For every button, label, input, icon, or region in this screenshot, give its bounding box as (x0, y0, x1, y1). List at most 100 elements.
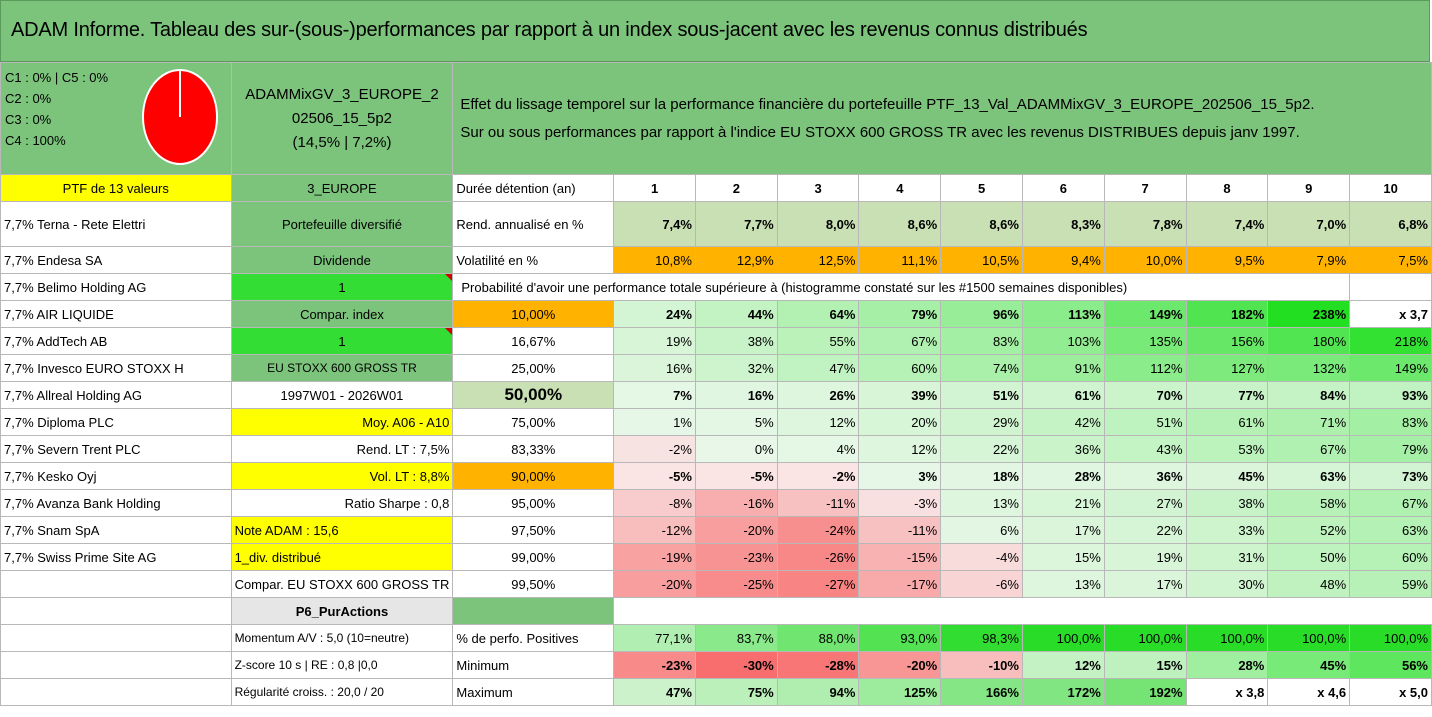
maximum-value: 192% (1103, 678, 1187, 706)
allocation-pie-chart (142, 69, 218, 165)
probability-value: -11% (776, 489, 860, 517)
probability-value: -5% (613, 462, 696, 490)
annualized-return-label: Rend. annualisé en % (452, 201, 615, 247)
probability-value: 16% (613, 354, 696, 382)
empty-cell (1104, 598, 1186, 625)
compar-index-label: Compar. index (230, 300, 454, 328)
probability-value: 12% (858, 435, 942, 463)
probability-value: 51% (940, 381, 1023, 409)
probability-row: 7,7% Severn Trent PLC Rend. LT : 7,5% 83,3… (0, 435, 1432, 463)
minimum-value: 15% (1103, 651, 1187, 679)
empty-cell (0, 678, 232, 706)
volatility-value: 10,8% (613, 246, 696, 274)
probability-value: -8% (613, 489, 696, 517)
probability-value: 18% (940, 462, 1023, 490)
probability-value: 43% (1103, 435, 1187, 463)
holding-duration-label: Durée détention (an) (452, 174, 615, 202)
probability-threshold: 90,00% (452, 462, 615, 490)
minimum-value: 56% (1349, 651, 1432, 679)
probability-threshold: 99,50% (452, 570, 615, 598)
probability-value: 55% (776, 327, 860, 355)
probability-value: 28% (1021, 462, 1105, 490)
empty-cell (614, 598, 696, 625)
effet-line2: Sur ou sous performances par rapport à l… (460, 123, 1300, 141)
probability-value: -20% (694, 516, 778, 544)
performance-table: C1 : 0% | C5 : 0% C2 : 0% C3 : 0% C4 : 1… (0, 62, 1432, 706)
maximum-value: 125% (858, 678, 942, 706)
probability-value: 17% (1103, 570, 1187, 598)
probability-value: 33% (1185, 516, 1269, 544)
comparison-index-full: Compar. EU STOXX 600 GROSS TR (230, 570, 454, 598)
probability-value: 91% (1021, 354, 1105, 382)
holding-name: 7,7% Kesko Oyj (0, 462, 232, 490)
annualized-return-value: 7,7% (694, 201, 778, 247)
volatility-value: 11,1% (858, 246, 942, 274)
period-range: 1997W01 - 2026W01 (230, 381, 454, 409)
probability-value: 132% (1267, 354, 1351, 382)
volatility-value: 12,5% (776, 246, 860, 274)
probability-value: 61% (1021, 381, 1105, 409)
probability-value: 27% (1103, 489, 1187, 517)
probability-value: 93% (1349, 381, 1432, 409)
probability-value: -17% (858, 570, 942, 598)
probability-value: 1% (613, 408, 696, 436)
class-c1-c5: C1 : 0% | C5 : 0% (5, 70, 109, 85)
year-header-4: 4 (858, 174, 942, 202)
probability-header-row: 7,7% Belimo Holding AG 1 Probabilité d'avo… (0, 273, 1432, 301)
volatility-value: 7,9% (1267, 246, 1351, 274)
probability-value: 238% (1267, 300, 1351, 328)
holding-name: 7,7% Invesco EURO STOXX H (0, 354, 232, 382)
comment-marker-icon (445, 328, 452, 335)
probability-value: 15% (1021, 543, 1105, 571)
effet-line1: Effet du lissage temporel sur la perform… (460, 95, 1315, 113)
empty-cell (1268, 598, 1350, 625)
annualized-return-value: 6,8% (1349, 201, 1432, 247)
holding-name: 7,7% Allreal Holding AG (0, 381, 232, 409)
probability-value: -20% (613, 570, 696, 598)
annualized-return-value: 7,8% (1103, 201, 1187, 247)
empty-cell (0, 570, 232, 598)
probability-value: 22% (940, 435, 1023, 463)
regularity-label: Régularité croiss. : 20,0 / 20 (230, 678, 454, 706)
dividend-mode: Dividende (230, 246, 454, 274)
probability-value: 3% (858, 462, 942, 490)
empty-cell (0, 651, 232, 679)
probability-value: 45% (1185, 462, 1269, 490)
positive-perf-label: % de perfo. Positives (452, 624, 615, 652)
volatility-value: 9,5% (1185, 246, 1269, 274)
portfolio-size-label: PTF de 13 valeurs (0, 174, 232, 202)
momentum-label: Momentum A/V : 5,0 (10=neutre) (230, 624, 454, 652)
probability-value: 67% (1267, 435, 1351, 463)
probability-value: 103% (1021, 327, 1105, 355)
portfolio-name-line1: ADAMMixGV_3_EUROPE_2 (245, 85, 439, 103)
year-header-7: 7 (1103, 174, 1187, 202)
portefeuille-type: Portefeuille diversifié (230, 201, 454, 247)
positive-perf-value: 93,0% (858, 624, 942, 652)
class-c2: C2 : 0% (5, 91, 52, 106)
probability-value: 13% (940, 489, 1023, 517)
probability-value: 21% (1021, 489, 1105, 517)
probability-row: 7,7% Kesko Oyj Vol. LT : 8,8% 90,00% -5% -5%… (0, 462, 1432, 490)
probability-value: 31% (1185, 543, 1269, 571)
probability-value: 48% (1267, 570, 1351, 598)
annualized-return-value: 8,6% (940, 201, 1023, 247)
probability-value: -23% (694, 543, 778, 571)
maximum-value: x 5,0 (1349, 678, 1432, 706)
probability-threshold: 83,33% (452, 435, 615, 463)
probability-value: -15% (858, 543, 942, 571)
probability-value: 149% (1349, 354, 1432, 382)
positive-perf-value: 100,0% (1103, 624, 1187, 652)
positive-perf-value: 77,1% (613, 624, 696, 652)
class-c3: C3 : 0% (5, 112, 52, 127)
probability-row: 7,7% Diploma PLC Moy. A06 - A10 75,00% 1% 5%… (0, 408, 1432, 436)
probability-value: 112% (1103, 354, 1187, 382)
probability-value: 77% (1185, 381, 1269, 409)
probability-description: Probabilité d'avoir une performance tota… (452, 273, 1351, 301)
probability-value: 74% (940, 354, 1023, 382)
probability-value: -2% (613, 435, 696, 463)
probability-value: 79% (1349, 435, 1432, 463)
probability-threshold: 99,00% (452, 543, 615, 571)
portfolio-name-line2: 02506_15_5p2 (291, 109, 393, 127)
probability-value: 36% (1021, 435, 1105, 463)
holding-name: 7,7% Avanza Bank Holding (0, 489, 232, 517)
